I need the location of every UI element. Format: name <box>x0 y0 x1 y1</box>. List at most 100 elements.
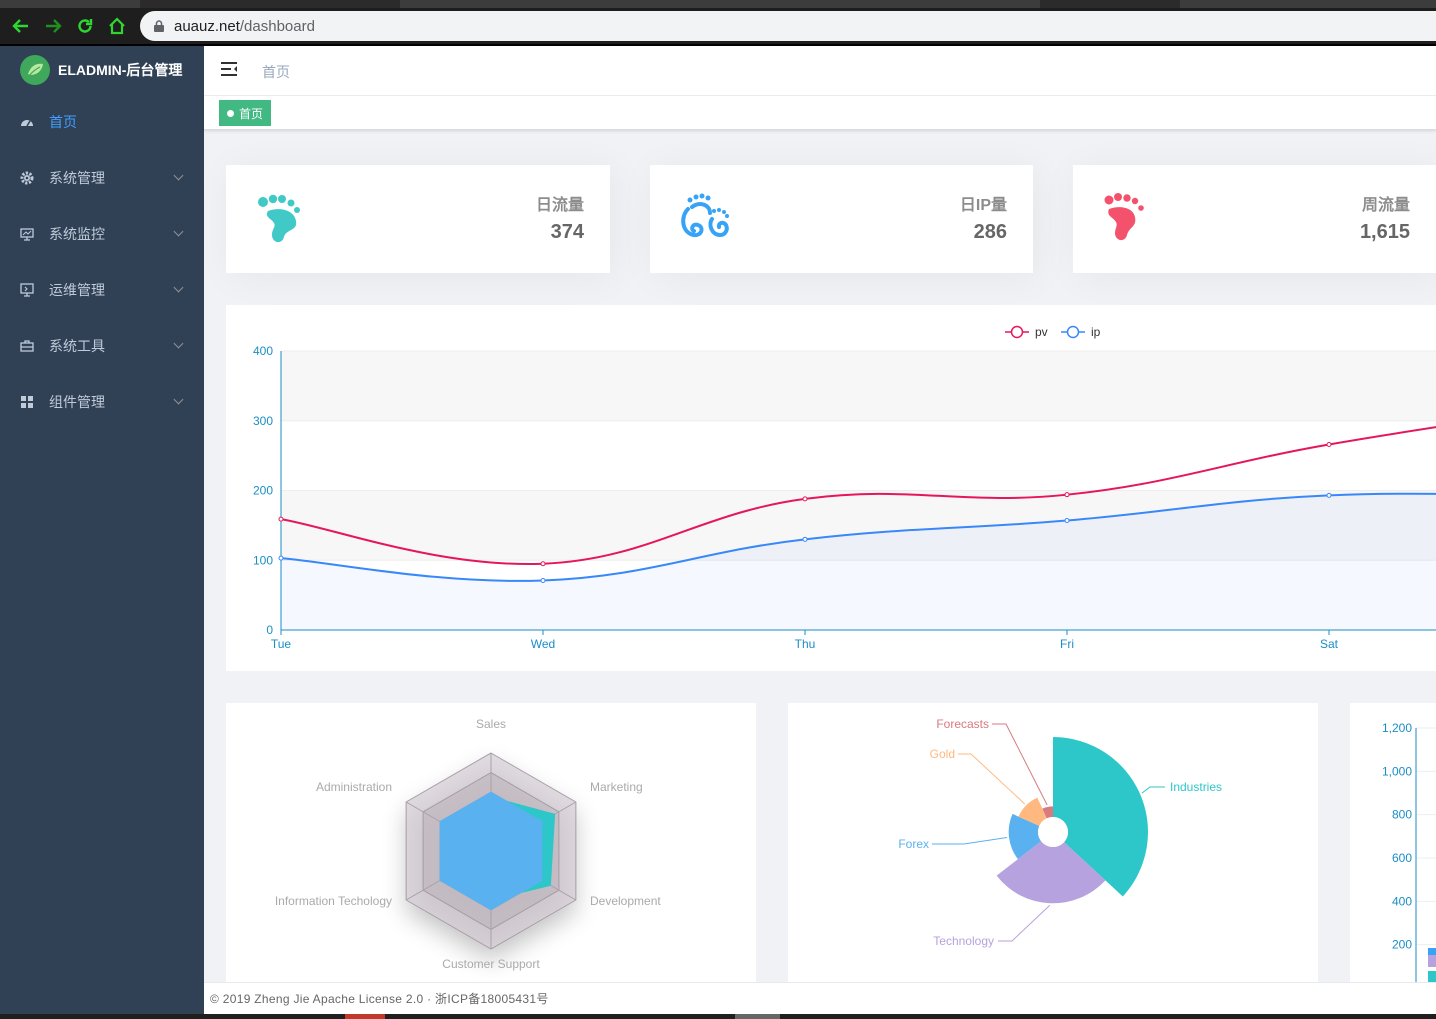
home-icon[interactable] <box>106 15 128 37</box>
stat-label: 日流量 <box>535 197 584 214</box>
stat-card-daily-ip[interactable]: 日IP量 286 <box>650 165 1033 273</box>
sidebar-item-system[interactable]: 系统管理 <box>0 150 204 206</box>
stat-value: 1,615 <box>1359 221 1410 243</box>
data-point <box>1326 492 1332 498</box>
radar-indicator-label: Customer Support <box>442 957 540 971</box>
sidebar-item-label: 首页 <box>49 114 77 130</box>
footer-text: © 2019 Zheng Jie Apache License 2.0 · 浙I… <box>210 992 549 1006</box>
sidebar-item-label: 系统监控 <box>49 226 105 242</box>
chevron-down-icon <box>173 394 184 405</box>
data-point <box>278 555 284 561</box>
radar-area <box>439 791 543 911</box>
url-path: /dashboard <box>239 17 315 35</box>
x-tick-label: Sat <box>1320 637 1339 651</box>
pie-label: Technology <box>933 934 994 948</box>
chevron-down-icon <box>173 170 184 181</box>
toolbox-icon <box>20 339 34 353</box>
x-tick-label: Fri <box>1060 637 1074 651</box>
sidebar-item-ops[interactable]: 运维管理 <box>0 262 204 318</box>
bar-chart: 200 400 600 800 1,000 1,200 <box>1382 721 1436 983</box>
pie-slice-industries <box>1053 737 1148 897</box>
pie-label-line <box>992 723 1048 806</box>
series-line-pv <box>280 426 1436 566</box>
legend-label: ip <box>1091 325 1101 339</box>
footprint-icon <box>256 191 308 247</box>
tag-label: 首页 <box>239 106 264 121</box>
radar-indicator-label: Administration <box>316 780 392 794</box>
stat-label: 日IP量 <box>959 197 1007 214</box>
app-title: ELADMIN-后台管理 <box>58 62 183 78</box>
sidebar-item-home[interactable]: 首页 <box>0 94 204 150</box>
bar <box>1428 971 1436 983</box>
back-icon[interactable] <box>10 15 32 37</box>
red-footprint-icon <box>1103 191 1155 247</box>
legend-label: pv <box>1035 325 1048 339</box>
sidebar-item-tools[interactable]: 系统工具 <box>0 318 204 374</box>
y-tick-label: 100 <box>253 553 273 567</box>
grid-band <box>281 560 1436 630</box>
forward-icon[interactable] <box>42 15 64 37</box>
server-icon <box>20 283 34 297</box>
data-point <box>1326 441 1332 447</box>
x-tick-label: Wed <box>531 637 555 651</box>
pie-label-line <box>1141 786 1165 794</box>
navbar: 首页 <box>204 46 1436 96</box>
pie-slice-forecasts <box>1042 806 1053 819</box>
stat-card-daily-pv[interactable]: 日流量 374 <box>226 165 610 273</box>
stat-label: 周流量 <box>1361 197 1410 214</box>
rose-pie-chart: Industries Technology Forex Gold Forecasts <box>898 717 1222 948</box>
x-tick-label: Tue <box>271 637 292 651</box>
radar-indicator-label: Development <box>590 894 661 908</box>
pie-chart-card: Industries Technology Forex Gold Forecasts <box>788 703 1318 983</box>
sidebar-logo[interactable]: ELADMIN-后台管理 <box>0 46 204 94</box>
y-tick-label: 1,200 <box>1382 721 1412 735</box>
bar-chart-card: 200 400 600 800 1,000 1,200 <box>1350 703 1436 983</box>
radar-chart: Sales Marketing Development Customer Suppor… <box>275 717 662 971</box>
footer: © 2019 Zheng Jie Apache License 2.0 · 浙I… <box>204 982 1436 1014</box>
bar <box>1428 948 1436 958</box>
monitor-icon <box>20 227 34 241</box>
sidebar-item-label: 系统工具 <box>49 338 105 354</box>
sidebar: ELADMIN-后台管理 首页 系统管理 系统监控 运维管理 系统工具 <box>0 46 204 1014</box>
tag-home[interactable]: 首页 <box>219 100 272 126</box>
bar <box>1428 955 1436 967</box>
address-bar[interactable]: auauz.net/dashboard <box>140 11 1436 41</box>
reload-icon[interactable] <box>74 15 96 37</box>
radar-indicator-label: Marketing <box>590 780 643 794</box>
sidebar-item-label: 运维管理 <box>49 282 105 298</box>
y-tick-label: 400 <box>1392 894 1412 908</box>
chevron-down-icon <box>173 338 184 349</box>
baby-footprint-icon <box>680 191 732 247</box>
x-tick-label: Thu <box>795 637 816 651</box>
stat-card-weekly-pv[interactable]: 周流量 1,615 <box>1073 165 1436 273</box>
y-tick-label: 0 <box>266 623 273 637</box>
gear-icon <box>20 171 34 185</box>
hamburger-icon[interactable] <box>220 61 238 77</box>
sidebar-item-monitor[interactable]: 系统监控 <box>0 206 204 262</box>
tags-view: 首页 <box>204 96 1436 130</box>
pie-label: Gold <box>930 747 955 761</box>
data-point <box>1064 492 1070 498</box>
stat-value: 286 <box>973 221 1007 243</box>
pie-label-line <box>932 837 1008 845</box>
sidebar-item-components[interactable]: 组件管理 <box>0 374 204 430</box>
y-tick-label: 200 <box>1392 938 1412 952</box>
pie-slice-gold <box>1018 797 1047 826</box>
line-chart-card: 0 100 200 300 400 Tue Wed Thu Fri Sat pv ip <box>226 305 1436 671</box>
radar-indicator-label: Information Techology <box>275 894 392 908</box>
pie-hole <box>1038 817 1068 847</box>
pie-slice-forex <box>1008 813 1042 860</box>
active-dot-icon <box>227 109 234 117</box>
url-host: auauz.net <box>174 17 240 35</box>
y-tick-label: 800 <box>1392 808 1412 822</box>
pie-label: Industries <box>1170 780 1222 794</box>
series-line-ip <box>280 492 1436 582</box>
pie-label: Forecasts <box>936 717 989 731</box>
radar-indicator-label: Sales <box>476 717 506 731</box>
leaf-logo-icon <box>20 55 50 85</box>
y-tick-label: 600 <box>1392 851 1412 865</box>
data-point <box>1064 517 1070 523</box>
y-tick-label: 400 <box>253 344 273 358</box>
legend-marker <box>1010 325 1024 339</box>
data-point <box>540 561 546 567</box>
